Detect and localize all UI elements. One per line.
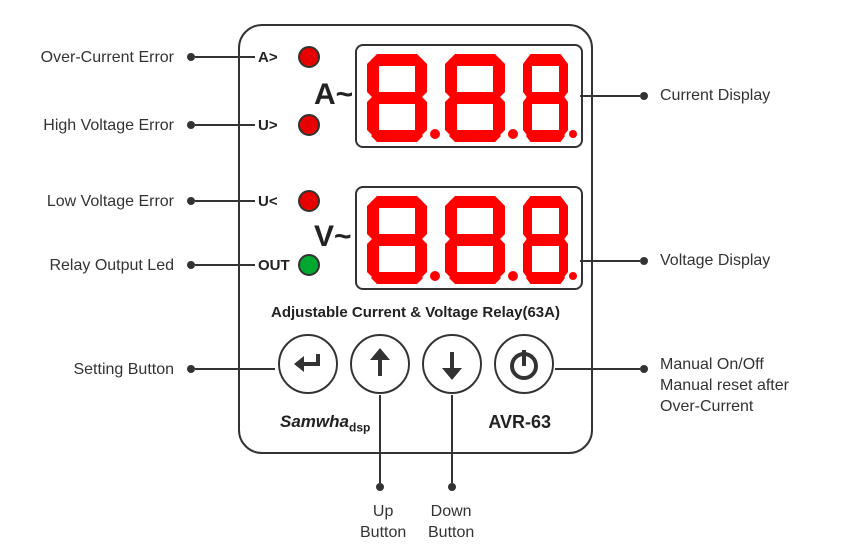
led-low-voltage-symbol: U< — [258, 193, 292, 210]
arrow-down-icon — [434, 346, 470, 382]
callout-manual-onoff: Manual On/Off Manual reset after Over-Cu… — [660, 355, 789, 417]
callout-dot — [640, 365, 648, 373]
callout-relay-output-led: Relay Output Led — [0, 256, 174, 277]
callout-high-voltage-error: High Voltage Error — [0, 116, 174, 137]
brand-name: Samwhadsp — [280, 412, 370, 434]
callout-dot — [448, 483, 456, 491]
device-panel: A> U> U< OUT A~ V~ — [238, 24, 593, 454]
seven-segment-voltage — [361, 192, 577, 284]
callout-dot — [187, 121, 195, 129]
seven-segment-current — [361, 50, 577, 142]
callout-dot — [187, 365, 195, 373]
callout-line — [580, 95, 640, 97]
callout-setting-button: Setting Button — [0, 360, 174, 381]
callout-voltage-display: Voltage Display — [660, 251, 770, 272]
power-button[interactable] — [494, 334, 554, 394]
description-text: Adjustable Current & Voltage Relay(63A) — [240, 304, 591, 321]
callout-down-button: Down Button — [428, 502, 474, 544]
brand-sub: dsp — [349, 420, 370, 434]
callout-line — [379, 395, 381, 483]
callout-dot — [640, 257, 648, 265]
voltage-display — [355, 186, 583, 290]
callout-line — [195, 368, 275, 370]
callout-dot — [640, 92, 648, 100]
led-over-current-symbol: A> — [258, 49, 292, 66]
led-over-current: A> — [258, 46, 320, 68]
voltage-side-label: V~ — [314, 220, 352, 254]
callout-line — [195, 56, 255, 58]
enter-arrow-icon — [290, 346, 326, 382]
callout-line — [195, 264, 255, 266]
callout-dot — [376, 483, 384, 491]
callout-over-current-error: Over-Current Error — [0, 48, 174, 69]
callout-line — [195, 124, 255, 126]
callout-low-voltage-error: Low Voltage Error — [0, 192, 174, 213]
down-button[interactable] — [422, 334, 482, 394]
led-high-voltage-symbol: U> — [258, 117, 292, 134]
led-high-voltage: U> — [258, 114, 320, 136]
callout-dot — [187, 261, 195, 269]
callout-line — [195, 200, 255, 202]
brand-row: Samwhadsp AVR-63 — [280, 412, 551, 434]
up-button[interactable] — [350, 334, 410, 394]
setting-button[interactable] — [278, 334, 338, 394]
led-relay-out-symbol: OUT — [258, 257, 292, 274]
current-side-label: A~ — [314, 78, 353, 112]
current-display — [355, 44, 583, 148]
brand-text: Samwha — [280, 412, 349, 431]
buttons-row — [240, 334, 591, 394]
arrow-up-icon — [362, 346, 398, 382]
callout-current-display: Current Display — [660, 86, 770, 107]
led-relay-out-light — [298, 254, 320, 276]
callout-dot — [187, 53, 195, 61]
callout-up-button: Up Button — [360, 502, 406, 544]
model-name: AVR-63 — [488, 412, 551, 433]
led-high-voltage-light — [298, 114, 320, 136]
callout-line — [580, 260, 640, 262]
led-low-voltage-light — [298, 190, 320, 212]
led-relay-out: OUT — [258, 254, 320, 276]
led-over-current-light — [298, 46, 320, 68]
callout-line — [451, 395, 453, 483]
led-low-voltage: U< — [258, 190, 320, 212]
power-icon — [506, 346, 542, 382]
callout-dot — [187, 197, 195, 205]
callout-line — [555, 368, 640, 370]
